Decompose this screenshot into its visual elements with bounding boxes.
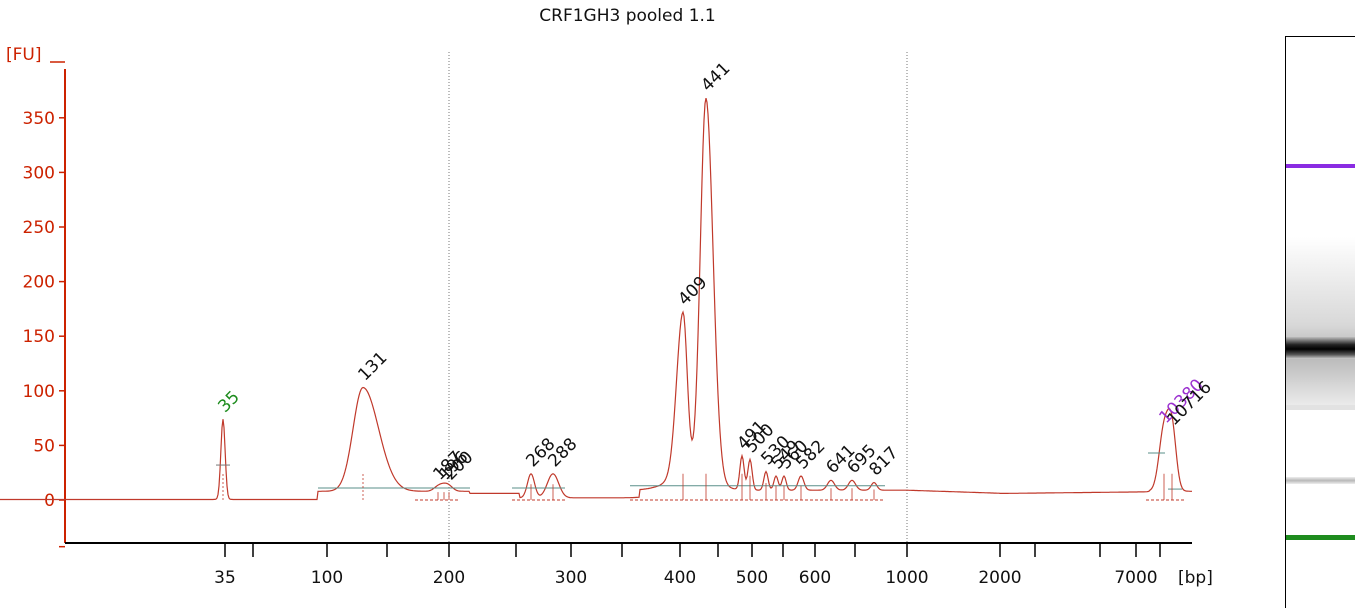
peak-label-131: 131 [354,348,391,385]
gel-smear [1286,237,1355,347]
x-tick-label: 7000 [1114,568,1157,588]
y-axis-label: [FU] [6,45,42,65]
x-tick-label: 1000 [885,568,928,588]
y-tick-label: 50 [33,436,55,456]
x-tick-label: 400 [664,568,696,588]
data-trace [0,97,1192,501]
gel-lane-image [1285,36,1355,608]
y-tick-label: 150 [23,327,55,347]
x-tick-label: 200 [433,568,465,588]
x-tick-label: 100 [311,568,343,588]
x-tick-label: 2000 [978,568,1021,588]
upper-marker-band [1286,164,1355,168]
x-tick-label: 300 [555,568,587,588]
x-axis-label: [bp] [1178,568,1213,588]
gel-smear-lower [1286,359,1355,409]
y-tick-label: 200 [23,273,55,293]
y-tick-label: 0 [44,491,55,511]
peak-label-35: 35 [214,387,243,416]
main-fragment-band [1286,337,1355,359]
y-tick-label: 350 [23,109,55,129]
lower-marker-band [1286,535,1355,540]
y-tick-label: 100 [23,382,55,402]
y-tick-label: 250 [23,218,55,238]
x-tick-label: 600 [799,568,831,588]
fragment-band-131 [1286,477,1355,484]
peak-label-409: 409 [674,273,711,310]
chart-title: CRF1GH3 pooled 1.1 [539,6,716,26]
peak-label-441: 441 [697,59,734,96]
faint-band [1286,405,1355,410]
x-tick-label: 500 [736,568,768,588]
x-tick-label: 35 [214,568,236,588]
y-tick-label: 300 [23,163,55,183]
electropherogram-chart: 0 50 100 150 200 250 300 350 [FU] 35 100 200 300 400 5… [0,45,1216,588]
